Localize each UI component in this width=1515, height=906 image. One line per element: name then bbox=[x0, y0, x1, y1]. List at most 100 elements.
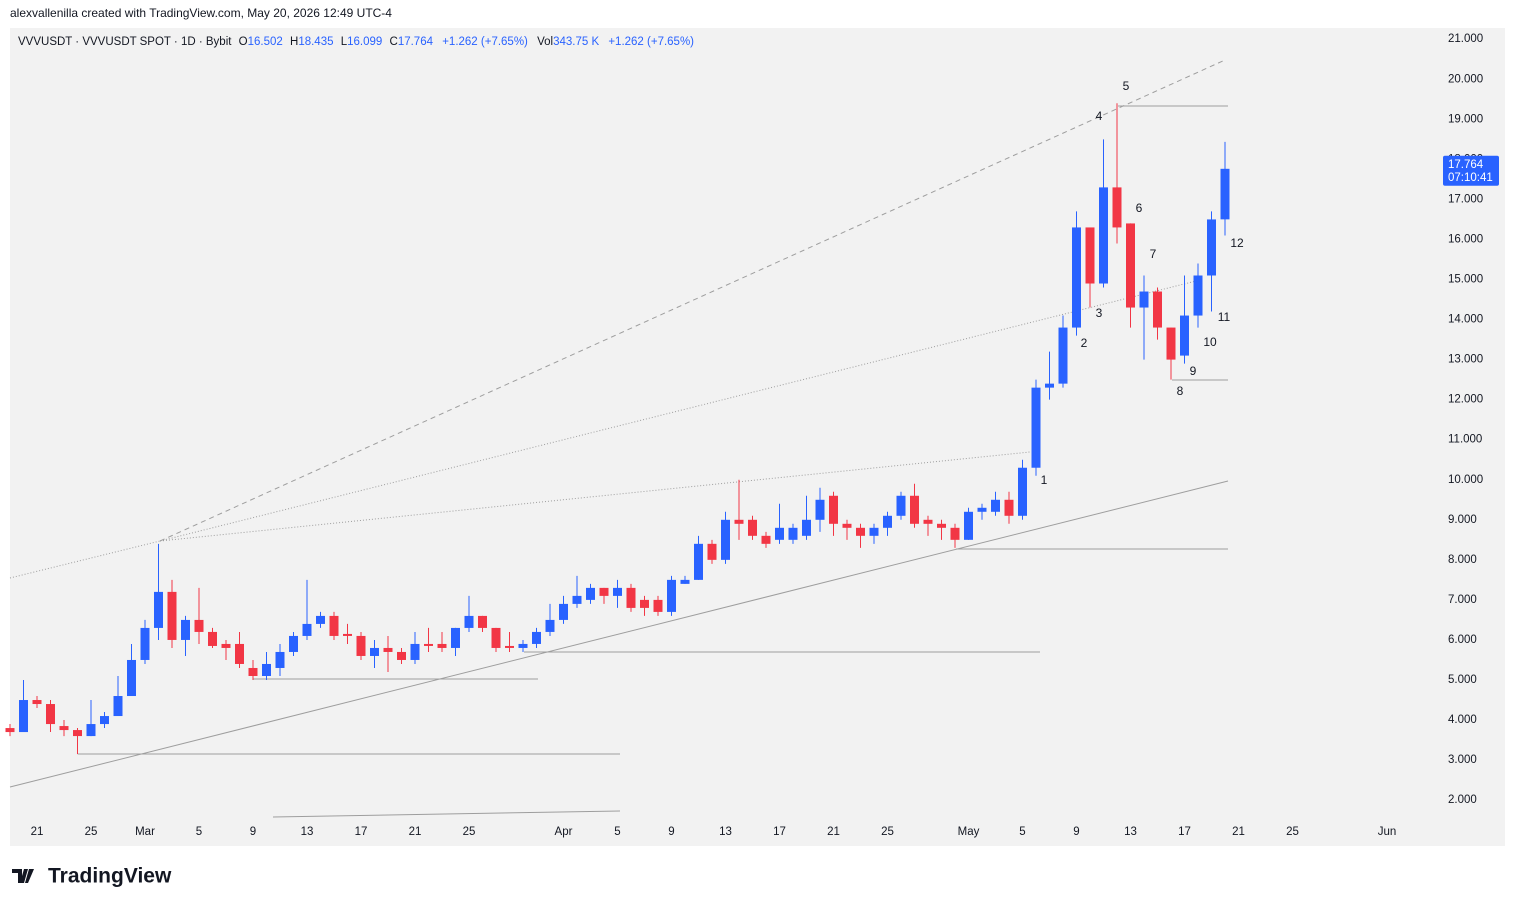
candle-body bbox=[235, 643, 244, 664]
candle-body bbox=[802, 519, 811, 536]
x-tick-label: 5 bbox=[1019, 826, 1025, 838]
x-tick-label: 13 bbox=[719, 826, 732, 838]
legend-open: 16.502 bbox=[248, 36, 283, 48]
candle-body bbox=[127, 659, 136, 697]
candle-body bbox=[1072, 227, 1081, 328]
y-tick-label: 12.000 bbox=[1448, 394, 1483, 406]
candle-body bbox=[586, 587, 595, 600]
wave-label: 8 bbox=[1177, 384, 1184, 398]
legend-vol-change: +1.262 (+7.65%) bbox=[608, 36, 694, 48]
legend-close: 17.764 bbox=[398, 36, 434, 48]
candle-body bbox=[73, 730, 82, 737]
legend-key: O bbox=[239, 36, 248, 48]
x-tick-label: May bbox=[958, 826, 980, 838]
candle-body bbox=[32, 700, 42, 705]
legend-volume: 343.75 K bbox=[553, 36, 599, 48]
candle-body bbox=[1139, 291, 1149, 308]
x-tick-label: 17 bbox=[773, 826, 786, 838]
x-tick-label: 5 bbox=[614, 826, 620, 838]
candle-body bbox=[599, 587, 609, 596]
x-tick-label: 9 bbox=[1073, 826, 1079, 838]
candle-body bbox=[329, 615, 339, 636]
candle-body bbox=[1058, 327, 1068, 384]
candle-body bbox=[721, 519, 730, 560]
candle-body bbox=[829, 495, 838, 524]
candle-body bbox=[289, 635, 298, 652]
candle-body bbox=[1193, 275, 1203, 316]
x-tick-label: 25 bbox=[881, 826, 894, 838]
price-tag-label: 17.764 bbox=[1448, 159, 1484, 171]
candle-body bbox=[356, 635, 366, 656]
x-tick-label: Jun bbox=[1378, 826, 1397, 838]
candle-body bbox=[437, 643, 447, 648]
x-tick-label: 13 bbox=[301, 826, 314, 838]
candle-body bbox=[1045, 383, 1054, 388]
logo: TradingView bbox=[12, 865, 172, 888]
candle-body bbox=[653, 599, 663, 612]
candle-body bbox=[262, 663, 271, 676]
candle-body bbox=[167, 591, 177, 640]
candle-body bbox=[626, 587, 636, 608]
y-tick-label: 20.000 bbox=[1448, 73, 1483, 85]
candle-body bbox=[842, 523, 852, 528]
candle-body bbox=[505, 645, 514, 648]
countdown: 07:10:41 bbox=[1448, 172, 1493, 184]
symbol: VVVUSDT · VVVUSDT SPOT · 1D · Bybit bbox=[18, 36, 232, 48]
candle-body bbox=[100, 716, 109, 725]
candle-body bbox=[1112, 187, 1122, 228]
wave-label: 5 bbox=[1123, 79, 1130, 93]
candle-body bbox=[775, 527, 784, 540]
candle-body bbox=[1166, 327, 1176, 360]
wave-label: 6 bbox=[1136, 201, 1143, 215]
candle-body bbox=[86, 724, 96, 737]
header: alexvallenilla created with TradingView.… bbox=[10, 6, 392, 20]
wave-label: 10 bbox=[1203, 335, 1217, 349]
candle-body bbox=[140, 627, 150, 660]
legend-key: C bbox=[390, 36, 398, 48]
candle-body bbox=[478, 615, 487, 628]
y-tick-label: 4.000 bbox=[1448, 714, 1477, 726]
candle-body bbox=[491, 627, 501, 648]
candle-body bbox=[397, 651, 406, 660]
candle-body bbox=[856, 527, 865, 536]
y-tick-label: 3.000 bbox=[1448, 754, 1477, 766]
x-tick-label: 25 bbox=[1286, 826, 1299, 838]
candle-body bbox=[532, 631, 541, 644]
wave-label: 7 bbox=[1150, 247, 1157, 261]
candle-body bbox=[5, 728, 15, 733]
y-tick-label: 16.000 bbox=[1448, 233, 1483, 245]
wave-label: 9 bbox=[1190, 364, 1197, 378]
candle-body bbox=[518, 643, 528, 648]
legend-high: 18.435 bbox=[298, 36, 333, 48]
candle-body bbox=[883, 515, 892, 528]
x-tick-label: 21 bbox=[409, 826, 422, 838]
candle-body bbox=[869, 527, 879, 536]
x-tick-label: 21 bbox=[31, 826, 44, 838]
y-tick-label: 7.000 bbox=[1448, 594, 1477, 606]
candle-body bbox=[667, 579, 676, 612]
candle-body bbox=[788, 527, 798, 540]
chart-bg bbox=[10, 28, 1505, 846]
x-tick-label: 17 bbox=[355, 826, 368, 838]
legend-key: L bbox=[341, 36, 348, 48]
wave-label: 1 bbox=[1041, 473, 1048, 487]
wave-label: 12 bbox=[1230, 236, 1244, 250]
candle-body bbox=[694, 543, 703, 580]
wave-label: 4 bbox=[1096, 109, 1103, 123]
candle-body bbox=[572, 595, 582, 604]
candle-body bbox=[46, 704, 55, 725]
x-tick-label: 25 bbox=[85, 826, 98, 838]
y-tick-label: 17.000 bbox=[1448, 193, 1483, 205]
legend-key: H bbox=[290, 36, 298, 48]
x-tick-label: 9 bbox=[250, 826, 256, 838]
candle-body bbox=[464, 615, 474, 628]
price-tag bbox=[1443, 155, 1499, 186]
candle-body bbox=[1004, 499, 1014, 516]
wave-label: 2 bbox=[1081, 336, 1088, 350]
candle-body bbox=[181, 619, 190, 640]
y-tick-label: 6.000 bbox=[1448, 634, 1477, 646]
candle-body bbox=[1018, 467, 1027, 516]
candle-body bbox=[302, 623, 312, 636]
x-tick-label: 21 bbox=[1232, 826, 1245, 838]
